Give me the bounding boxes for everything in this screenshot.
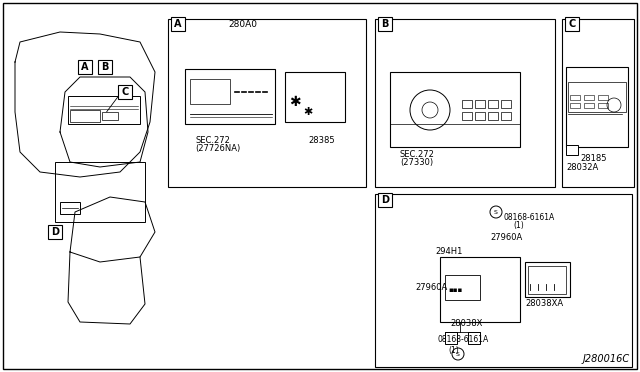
Bar: [525, 262, 570, 297]
Bar: [475, 100, 485, 108]
Text: 280A0: 280A0: [228, 19, 257, 29]
Bar: [185, 69, 275, 124]
Bar: [566, 145, 578, 155]
Text: (1): (1): [448, 346, 459, 355]
Bar: [562, 19, 634, 187]
Text: ▪▪▪: ▪▪▪: [448, 287, 462, 293]
Bar: [285, 72, 345, 122]
Bar: [488, 112, 498, 120]
Text: A: A: [81, 62, 89, 72]
Text: B: B: [381, 19, 388, 29]
Text: SEC.272: SEC.272: [195, 135, 230, 144]
Text: 08168-6161A: 08168-6161A: [504, 212, 556, 221]
Bar: [190, 79, 230, 104]
Text: SEC.272: SEC.272: [400, 150, 435, 158]
Bar: [468, 332, 480, 344]
Text: 28038XA: 28038XA: [525, 299, 563, 308]
Bar: [78, 60, 92, 74]
Bar: [570, 103, 580, 108]
Text: C: C: [568, 19, 575, 29]
Bar: [378, 17, 392, 31]
Bar: [68, 96, 140, 124]
Bar: [168, 19, 366, 187]
Bar: [70, 110, 100, 122]
Text: 28385: 28385: [308, 135, 335, 144]
Text: A: A: [174, 19, 182, 29]
Text: (27726NA): (27726NA): [195, 144, 240, 153]
Text: 28185: 28185: [580, 154, 607, 163]
Bar: [584, 95, 594, 100]
Text: C: C: [122, 87, 129, 97]
Bar: [375, 19, 555, 187]
Bar: [48, 225, 62, 239]
Bar: [598, 95, 608, 100]
Bar: [488, 100, 498, 108]
Bar: [171, 17, 185, 31]
Bar: [501, 112, 511, 120]
Text: (1): (1): [513, 221, 524, 230]
Bar: [462, 112, 472, 120]
Bar: [102, 112, 118, 120]
Text: S: S: [494, 209, 498, 215]
Text: ✱: ✱: [289, 95, 301, 109]
Text: 08168-6161A: 08168-6161A: [438, 336, 489, 344]
Text: 28038X: 28038X: [450, 320, 483, 328]
Text: (27330): (27330): [400, 157, 433, 167]
Bar: [565, 17, 579, 31]
Bar: [475, 112, 485, 120]
Bar: [60, 202, 80, 214]
Bar: [118, 85, 132, 99]
Text: D: D: [51, 227, 59, 237]
Text: 28032A: 28032A: [566, 163, 598, 171]
Text: B: B: [101, 62, 109, 72]
Bar: [375, 194, 632, 367]
Bar: [568, 82, 626, 112]
Bar: [378, 193, 392, 207]
Text: D: D: [381, 195, 389, 205]
Bar: [570, 95, 580, 100]
Bar: [598, 103, 608, 108]
Bar: [584, 103, 594, 108]
Bar: [390, 72, 520, 147]
Bar: [501, 100, 511, 108]
Text: ✱: ✱: [303, 107, 313, 117]
Text: S: S: [456, 352, 460, 356]
Bar: [566, 67, 628, 147]
Text: 27960A: 27960A: [490, 232, 522, 241]
Bar: [98, 60, 112, 74]
Text: J280016C: J280016C: [583, 354, 630, 364]
Text: 27960A: 27960A: [415, 282, 447, 292]
Bar: [445, 275, 480, 300]
Text: 294H1: 294H1: [435, 247, 462, 257]
Bar: [55, 162, 145, 222]
Bar: [445, 332, 457, 344]
Bar: [440, 257, 520, 322]
Bar: [528, 266, 566, 294]
Bar: [462, 100, 472, 108]
